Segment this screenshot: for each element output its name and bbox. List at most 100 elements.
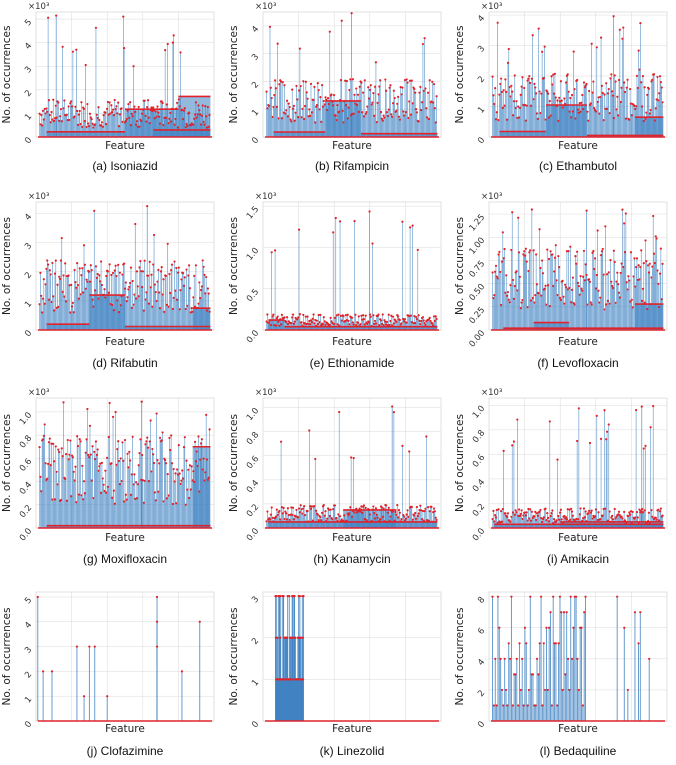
data-marker (317, 88, 320, 92)
data-marker (117, 101, 120, 104)
data-marker (523, 511, 527, 514)
data-marker (171, 41, 174, 44)
band-fill (46, 324, 90, 330)
data-marker (90, 479, 93, 482)
data-marker (347, 106, 350, 109)
data-marker (397, 115, 401, 118)
data-marker (623, 510, 626, 513)
data-marker (519, 688, 522, 692)
data-marker (316, 513, 319, 516)
band-fill (153, 129, 211, 137)
data-marker (593, 267, 596, 271)
data-marker (492, 297, 495, 300)
data-marker (654, 107, 657, 110)
data-marker (395, 513, 398, 516)
data-marker (588, 509, 591, 512)
data-marker (120, 479, 123, 483)
data-marker (200, 285, 203, 288)
data-marker (494, 657, 497, 660)
data-marker (171, 502, 174, 506)
data-marker (135, 497, 139, 500)
y-tick-label: 3 (23, 65, 34, 76)
data-marker (561, 106, 564, 109)
data-marker (312, 313, 315, 316)
y-tick-label: 0.50 (467, 282, 487, 303)
data-marker (276, 42, 279, 45)
data-marker (408, 79, 412, 82)
data-marker (549, 250, 552, 253)
data-marker (404, 517, 407, 520)
data-marker (208, 310, 211, 313)
data-marker (529, 595, 532, 598)
data-marker (196, 113, 199, 116)
y-axis-multiplier: ×10³ (481, 192, 502, 202)
data-marker (574, 255, 577, 258)
data-marker (495, 275, 498, 278)
data-marker (617, 510, 621, 513)
data-marker (432, 101, 435, 104)
data-marker (328, 323, 331, 327)
data-marker (114, 108, 117, 111)
y-tick-label: 0.4 (18, 480, 34, 497)
data-marker (530, 77, 533, 80)
data-marker (616, 595, 619, 598)
data-marker (201, 259, 204, 262)
data-marker (291, 107, 295, 110)
data-marker (168, 117, 171, 120)
data-marker (625, 281, 628, 284)
data-marker (432, 83, 436, 86)
y-tick-label: 0 (23, 329, 34, 340)
data-marker (282, 506, 285, 509)
data-marker (148, 121, 151, 125)
data-marker (569, 595, 572, 598)
data-marker (106, 485, 110, 488)
data-marker (364, 314, 367, 317)
data-marker (655, 518, 658, 521)
data-marker (661, 514, 664, 517)
data-marker (181, 118, 185, 121)
data-marker (187, 468, 190, 471)
data-marker (320, 324, 323, 327)
data-marker (278, 324, 281, 327)
data-marker (107, 435, 110, 439)
data-marker (81, 267, 84, 270)
data-marker (317, 313, 320, 317)
data-marker (280, 313, 284, 316)
data-marker (68, 118, 71, 122)
data-marker (168, 436, 171, 439)
data-marker (169, 111, 172, 114)
data-marker (360, 505, 363, 508)
data-marker (160, 265, 163, 269)
data-marker (625, 86, 628, 89)
data-marker (612, 116, 615, 120)
data-marker (629, 513, 632, 516)
data-marker (115, 463, 118, 466)
data-marker (583, 516, 586, 519)
data-marker (64, 262, 67, 265)
data-marker (275, 105, 278, 108)
data-marker (126, 109, 129, 112)
data-marker (180, 278, 183, 281)
data-marker (72, 470, 75, 473)
band-fill (545, 104, 587, 137)
data-marker (373, 85, 377, 88)
data-marker (527, 688, 531, 692)
data-marker (139, 260, 142, 263)
data-marker (409, 314, 413, 317)
data-marker (623, 519, 627, 522)
data-marker (309, 114, 312, 117)
data-marker (324, 96, 327, 99)
data-marker (410, 321, 413, 324)
data-marker (191, 310, 194, 313)
y-axis-label: No. of occurrences (228, 26, 240, 124)
data-marker (331, 518, 334, 521)
data-marker (397, 95, 400, 98)
data-marker (434, 121, 437, 124)
data-marker (606, 299, 610, 302)
data-marker (277, 320, 280, 323)
data-marker (510, 84, 513, 87)
stem-series (492, 596, 650, 721)
data-marker (340, 19, 343, 22)
data-marker (144, 298, 147, 301)
data-marker (101, 477, 104, 480)
